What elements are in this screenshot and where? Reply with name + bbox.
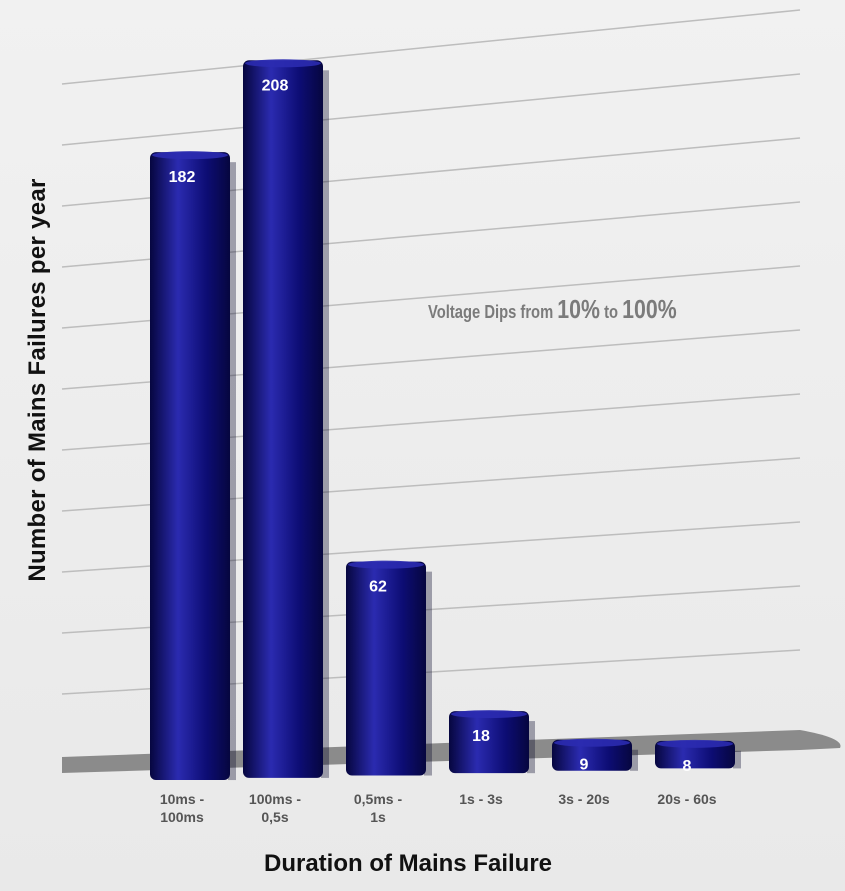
bar-shadow — [527, 721, 535, 774]
bar-shadow — [733, 750, 741, 769]
chart-annotation: Voltage Dips from 10% to 100% — [428, 294, 677, 325]
x-tick-label: 0,5ms - 1s — [353, 791, 403, 825]
data-label: 208 — [262, 77, 289, 94]
data-label: 18 — [472, 728, 490, 745]
x-tick-label: 100ms - 0,5s — [248, 791, 302, 825]
bar-top — [348, 560, 424, 569]
annotation-middle: to — [599, 302, 623, 322]
bar-top — [451, 710, 527, 719]
bar-body — [243, 60, 323, 778]
bar-top — [657, 739, 733, 748]
bar: 9 — [552, 738, 638, 774]
data-label: 182 — [169, 169, 196, 186]
bar-top — [245, 59, 321, 68]
bar-body — [655, 740, 735, 769]
bars: 182 208 62 18 9 8 — [150, 59, 741, 781]
annotation-to: 100% — [622, 294, 677, 324]
bar: 18 — [449, 710, 535, 774]
bar-body — [346, 561, 426, 776]
x-tick-label: 20s - 60s — [657, 791, 717, 807]
grid-line — [61, 9, 801, 85]
bar-body — [552, 739, 632, 771]
annotation-from: 10% — [557, 294, 600, 324]
x-axis-title: Duration of Mains Failure — [263, 850, 553, 877]
bar-body — [449, 711, 529, 774]
bar: 208 — [243, 59, 329, 778]
annotation-prefix: Voltage Dips from — [428, 302, 558, 322]
bar-shadow — [321, 70, 329, 778]
bar-shadow — [630, 749, 638, 771]
y-axis-title: Number of Mains Failures per year — [24, 178, 51, 582]
bar-body — [150, 152, 230, 781]
data-label: 8 — [683, 758, 692, 775]
bar: 62 — [346, 560, 432, 776]
data-label: 9 — [580, 757, 589, 774]
grid-line — [61, 73, 801, 146]
bar: 8 — [655, 739, 741, 775]
data-label: 62 — [369, 579, 387, 596]
x-tick-label: 1s - 3s — [459, 791, 503, 807]
bar-shadow — [424, 571, 432, 776]
bar-shadow — [228, 162, 236, 781]
bar-top — [152, 151, 228, 160]
x-tick-label: 3s - 20s — [558, 791, 610, 807]
bar-top — [554, 738, 630, 747]
bar: 182 — [150, 151, 236, 781]
x-tick-label: 10ms - 100ms — [159, 791, 205, 825]
